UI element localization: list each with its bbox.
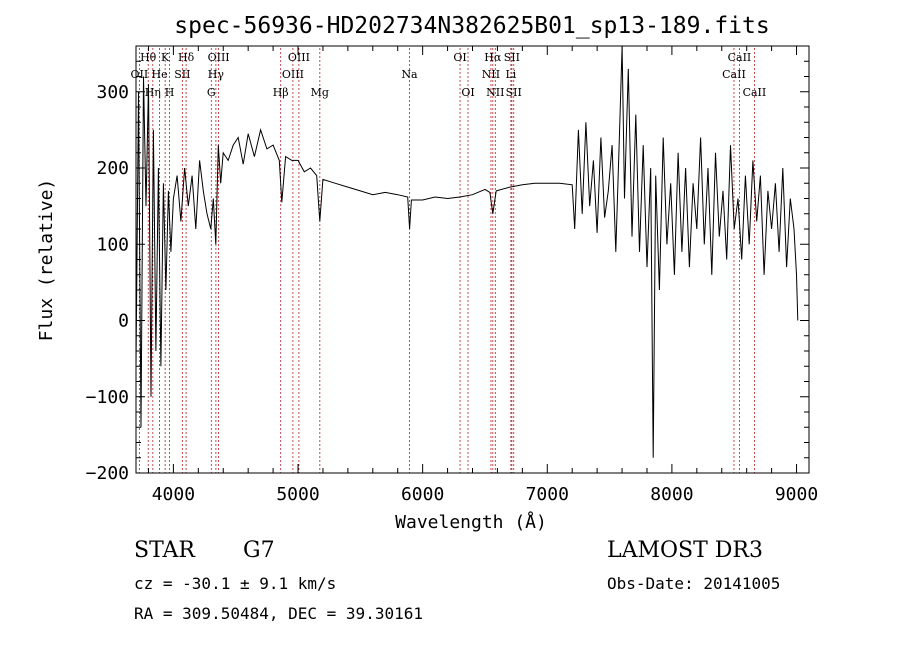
observation-date: Obs-Date: 20141005 — [607, 574, 781, 593]
spectral-line-label: OIII — [208, 51, 230, 64]
survey-name: LAMOST DR3 — [607, 538, 763, 563]
y-tick-label: 200 — [96, 158, 129, 179]
spectral-line-label: G — [207, 86, 216, 99]
spectral-line-label: CaII — [743, 86, 767, 99]
spectral-line-label: H — [165, 86, 175, 99]
spectral-line-label: SII — [504, 51, 520, 64]
subclass: G7 — [243, 538, 275, 563]
spectral-line-label: Hγ — [208, 68, 225, 81]
spectral-line-label: SII — [506, 86, 522, 99]
spectral-line-label: NII — [482, 68, 500, 81]
coordinates: RA = 309.50484, DEC = 39.30161 — [134, 604, 423, 623]
spectral-line-label: OI — [461, 86, 474, 99]
spectral-line-label: K — [161, 51, 170, 64]
y-axis-label: Flux (relative) — [36, 179, 57, 342]
spectral-line-label: Hα — [484, 51, 502, 64]
spectral-line-label: CaII — [722, 68, 746, 81]
spectral-line-label: Mg — [311, 86, 329, 99]
object-type: STAR — [134, 538, 195, 563]
spectral-line-label: Li — [505, 68, 516, 81]
spectral-line-label: Hθ — [140, 51, 157, 64]
spectral-line-label: OIII — [288, 51, 310, 64]
x-tick-label: 4000 — [152, 484, 195, 505]
spectral-line-labels: OII Hθ Hη He K H SII Hδ G Hγ OIII Hβ OIII OIII Mg Na OI O… — [131, 51, 767, 99]
chart-title: spec-56936-HD202734N382625B01_sp13-189.f… — [174, 13, 769, 39]
spectral-line-label: OIII — [282, 68, 304, 81]
x-tick-label: 6000 — [401, 484, 444, 505]
spectral-line-label: OII — [131, 68, 149, 81]
spectral-line-label: NII — [486, 86, 504, 99]
x-tick-label: 7000 — [526, 484, 569, 505]
axis-ticks: 4000 5000 6000 7000 8000 9000 −200 −100 0 100 200 3… — [86, 46, 818, 505]
plot-frame — [135, 45, 810, 474]
y-tick-label: 0 — [118, 311, 129, 332]
x-axis-label: Wavelength (Å) — [395, 511, 547, 533]
x-tick-label: 8000 — [650, 484, 693, 505]
spectral-line-label: Na — [401, 68, 418, 81]
spectral-line-label: SII — [174, 68, 190, 81]
y-tick-label: 100 — [96, 234, 129, 255]
spectral-line-label: Hβ — [273, 86, 289, 99]
spectral-line-label: He — [152, 68, 168, 81]
spectral-line-label: Hη — [145, 86, 161, 99]
spectral-line-label: CaII — [728, 51, 752, 64]
y-tick-label: −100 — [86, 387, 129, 408]
y-tick-label: −200 — [86, 463, 129, 484]
radial-velocity: cz = -30.1 ± 9.1 km/s — [134, 574, 337, 593]
spectrum-line — [135, 45, 799, 458]
spectral-line-markers — [138, 48, 755, 473]
x-tick-label: 5000 — [276, 484, 319, 505]
spectral-line-label: OI — [453, 51, 466, 64]
x-tick-label: 9000 — [775, 484, 818, 505]
y-tick-label: 300 — [96, 82, 129, 103]
spectral-line-label: Hδ — [178, 51, 195, 64]
